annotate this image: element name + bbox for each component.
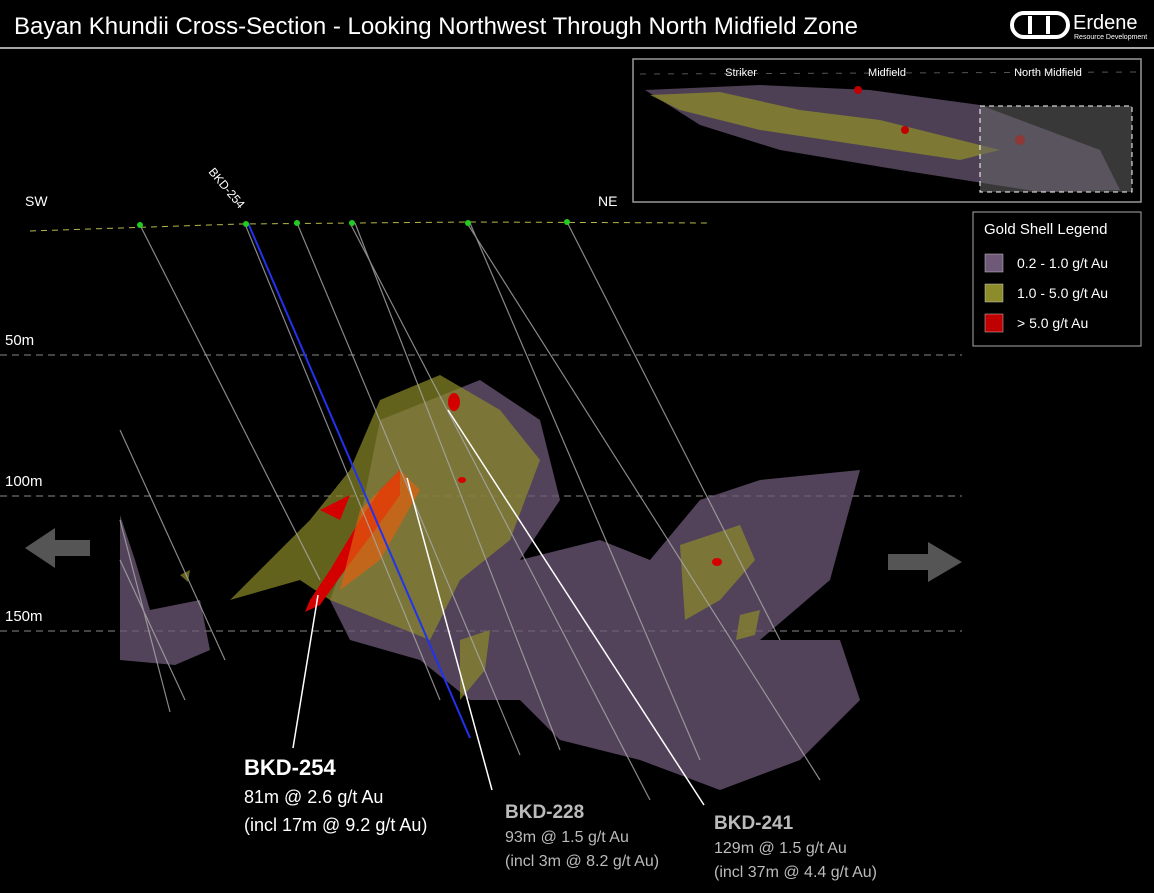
collar: [243, 221, 249, 227]
arrow: [888, 542, 962, 582]
legend-items: 0.2 - 1.0 g/t Au 1.0 - 5.0 g/t Au > 5.0 g/…: [984, 253, 1108, 333]
drill-hole: [566, 221, 781, 641]
mid-grade-shell: [680, 525, 755, 620]
collar: [465, 220, 471, 226]
callout-line: [292, 594, 319, 749]
inset-map: [854, 86, 862, 94]
drill-hole: [354, 222, 561, 751]
legend-title: Gold Shell Legend: [984, 221, 1107, 238]
depth-label: 100m: [5, 473, 43, 490]
collar: [564, 219, 570, 225]
drill-hole: [466, 222, 821, 781]
collar: [349, 220, 355, 226]
logo-name: Erdene: [1073, 12, 1138, 34]
legend-swatch: [984, 253, 1004, 273]
arrow: [25, 528, 90, 568]
callout-detail: (incl 37m @ 4.4 g/t Au): [714, 864, 877, 881]
drill-hole: [349, 222, 651, 801]
inset-label: Midfield: [868, 67, 906, 79]
inset-label: Striker: [725, 67, 757, 79]
mid-grade-shell: [460, 630, 490, 700]
inset-map: [901, 126, 909, 134]
high-grade-shell: [320, 495, 350, 520]
high-grade-shell: [712, 558, 722, 566]
drill-hole: [139, 224, 321, 581]
legend-label: 1.0 - 5.0 g/t Au: [1017, 285, 1108, 301]
collars: [137, 219, 570, 228]
callout-detail: (incl 17m @ 9.2 g/t Au): [244, 815, 427, 835]
logo: [1010, 11, 1070, 39]
high-grade-shell: [448, 393, 460, 411]
inset-map: [632, 58, 1142, 203]
inset-map: [979, 105, 1133, 193]
legend-label: 0.2 - 1.0 g/t Au: [1017, 255, 1108, 271]
inset-label: North Midfield: [1014, 67, 1082, 79]
drill-hole: [469, 222, 701, 761]
callout-hole: BKD-254: [244, 755, 336, 780]
legend-swatch: [984, 283, 1004, 303]
orientation-label: SW: [25, 193, 48, 209]
logo: [1010, 11, 1070, 39]
collar: [137, 222, 143, 228]
callout-interval: 93m @ 1.5 g/t Au: [505, 829, 629, 846]
callout-detail: (incl 3m @ 8.2 g/t Au): [505, 853, 659, 870]
callout-line: [447, 409, 705, 806]
drill-hole: [119, 429, 226, 661]
drill-hole: [244, 223, 441, 701]
callout-hole: BKD-241: [714, 813, 794, 834]
callout-interval: 129m @ 1.5 g/t Au: [714, 840, 847, 857]
callout-hole: BKD-228: [505, 802, 584, 823]
drill-hole: [296, 222, 521, 756]
low-grade-shell: [120, 515, 210, 665]
drill-hole-highlight: [247, 222, 471, 739]
inset-map: [650, 92, 1000, 160]
depth-label: 50m: [5, 332, 34, 349]
title: Bayan Khundii Cross-Section - Looking No…: [14, 13, 858, 40]
legend-swatch: [984, 313, 1004, 333]
drill-holes: [119, 221, 821, 801]
orientation-label: NE: [598, 193, 617, 209]
drill-hole: [119, 519, 171, 713]
depth-label: 150m: [5, 608, 43, 625]
callout-line: [406, 477, 493, 791]
mid-grade-shell: [736, 610, 760, 640]
legend-label: > 5.0 g/t Au: [1017, 315, 1088, 331]
collar: [294, 220, 300, 226]
arrows: [25, 528, 962, 582]
drill-hole: [119, 559, 186, 701]
callout-interval: 81m @ 2.6 g/t Au: [244, 787, 383, 807]
callout-lines: [292, 409, 705, 806]
high-grade-shell: [458, 477, 466, 483]
logo-tagline: Resource Development: [1074, 34, 1147, 41]
